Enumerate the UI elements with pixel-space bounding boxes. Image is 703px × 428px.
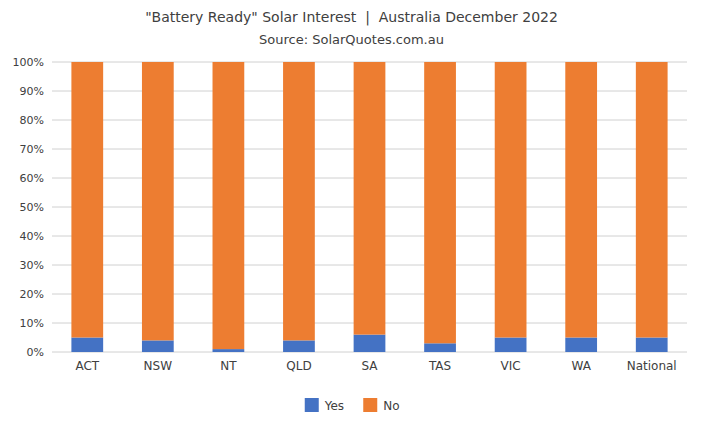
x-tick-label: National — [627, 359, 677, 373]
bar-segment — [565, 338, 597, 353]
x-tick-label: SA — [361, 359, 378, 373]
y-tick-label: 40% — [20, 230, 44, 243]
bar-segment — [142, 62, 174, 340]
bar-segment — [142, 340, 174, 352]
y-tick-label: 30% — [20, 259, 44, 272]
chart-container: "Battery Ready" Solar Interest | Austral… — [0, 0, 703, 428]
x-tick-label: NT — [220, 359, 237, 373]
bar-segment — [213, 349, 245, 352]
bar-segment — [283, 62, 315, 340]
legend: Yes No — [305, 398, 400, 413]
x-tick-label: WA — [571, 359, 591, 373]
x-axis: ACT NSW NT QLD SA TAS VIC WA National — [75, 359, 676, 373]
y-tick-label: 70% — [20, 143, 44, 156]
y-tick-label: 80% — [20, 114, 44, 127]
bar-segment — [354, 62, 386, 335]
y-tick-label: 100% — [13, 56, 44, 69]
bars — [71, 62, 667, 352]
bar-segment — [213, 62, 245, 349]
legend-swatch — [305, 398, 319, 412]
bar-segment — [636, 338, 668, 353]
bar-segment — [71, 62, 103, 338]
y-tick-label: 50% — [20, 201, 44, 214]
bar-segment — [495, 338, 527, 353]
chart-svg: "Battery Ready" Solar Interest | Austral… — [0, 0, 703, 428]
legend-swatch — [363, 398, 377, 412]
legend-label: No — [383, 399, 399, 413]
y-tick-label: 90% — [20, 85, 44, 98]
bar-segment — [495, 62, 527, 338]
legend-label: Yes — [324, 399, 344, 413]
bar-segment — [424, 343, 456, 352]
x-tick-label: QLD — [286, 359, 311, 373]
title: "Battery Ready" Solar Interest | Austral… — [145, 9, 558, 26]
subtitle: Source: SolarQuotes.com.au — [259, 32, 444, 47]
y-tick-label: 60% — [20, 172, 44, 185]
bar-segment — [565, 62, 597, 338]
bar-segment — [71, 338, 103, 353]
x-tick-label: NSW — [144, 359, 173, 373]
bar-segment — [283, 340, 315, 352]
bar-segment — [424, 62, 456, 343]
bar-segment — [354, 335, 386, 352]
x-tick-label: TAS — [428, 359, 451, 373]
x-tick-label: VIC — [501, 359, 521, 373]
y-tick-label: 20% — [20, 288, 44, 301]
y-axis: 0% 10% 20% 30% 40% 50% 60% 70% 80% 90% 100% — [13, 56, 687, 359]
y-tick-label: 0% — [27, 346, 44, 359]
x-tick-label: ACT — [75, 359, 99, 373]
bar-segment — [636, 62, 668, 338]
y-tick-label: 10% — [20, 317, 44, 330]
